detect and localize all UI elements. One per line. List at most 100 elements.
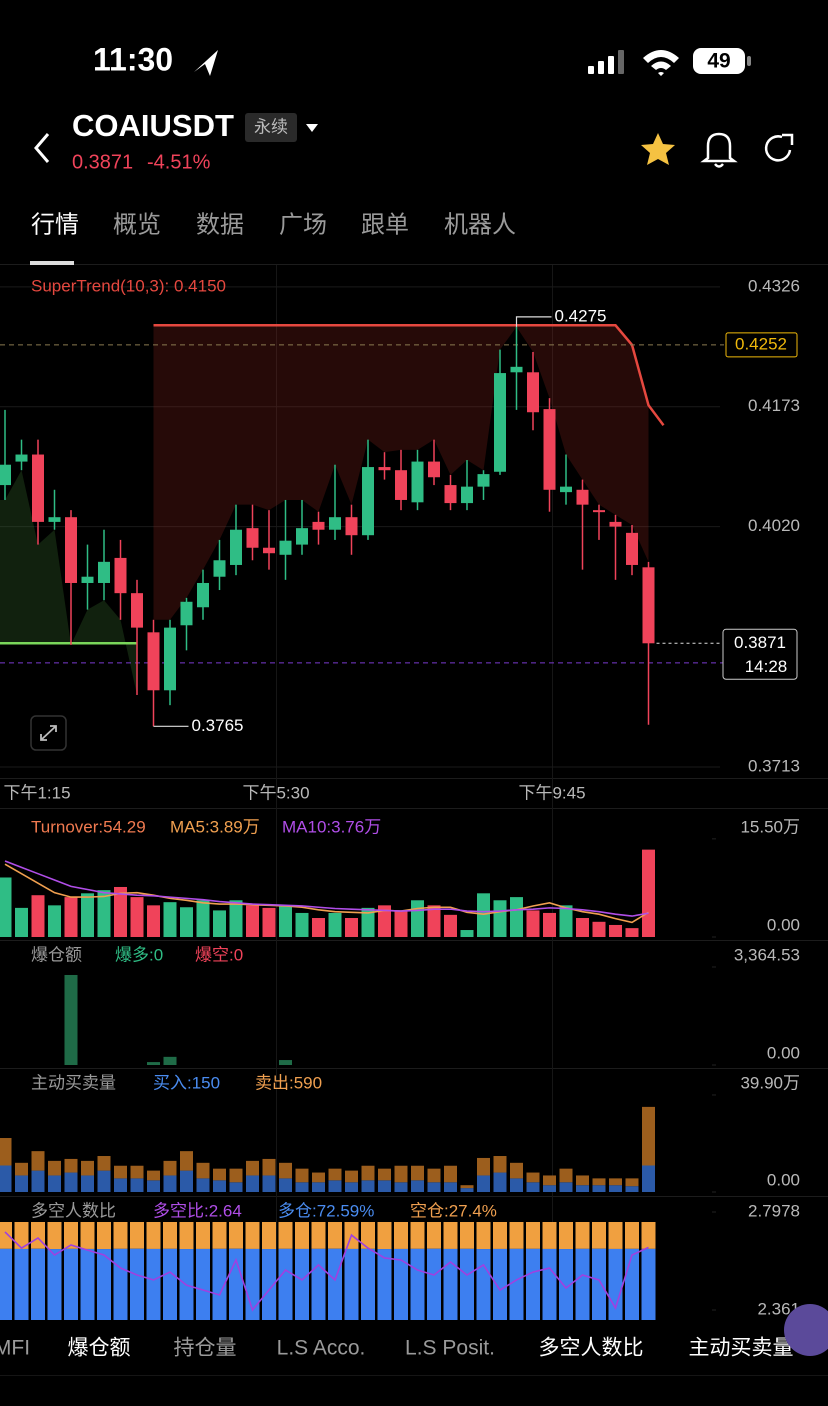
long-bar [592, 1248, 606, 1320]
badge: 永续 [254, 117, 288, 136]
indicator-tab[interactable]: MFI [0, 1337, 30, 1360]
tab[interactable]: 广场 [279, 211, 327, 238]
bar [576, 918, 589, 937]
candle-body [296, 528, 308, 545]
long-bar [344, 1248, 359, 1320]
last-price-box [722, 628, 798, 680]
indicator-tab[interactable]: 主动买卖量 [689, 1337, 794, 1360]
tab-underline [30, 261, 74, 265]
indicator-tab[interactable]: L.S Posit. [405, 1337, 495, 1360]
last-price-label: 0.3871 [734, 633, 786, 652]
candle-body [527, 372, 539, 413]
stacked-bar [180, 1170, 193, 1192]
long-bar [641, 1248, 656, 1320]
share-icon[interactable] [764, 135, 792, 162]
stacked-bar [526, 1182, 540, 1192]
bar [444, 914, 457, 937]
x-tick-label: 下午1:15 [3, 783, 70, 802]
stacked-bar [361, 1180, 375, 1192]
candle-body [15, 454, 28, 462]
tabs-divider [0, 264, 828, 265]
extreme-marker [515, 316, 552, 327]
stacked-bar [642, 1106, 655, 1166]
favorite-star[interactable] [641, 133, 675, 165]
stacked-bar [312, 1172, 325, 1183]
stacked-bar [180, 1151, 193, 1171]
stacked-bar [312, 1182, 325, 1192]
long-bar [47, 1249, 62, 1320]
legend-entry: 空仓:27.4% [410, 1201, 497, 1220]
stacked-bar [510, 1178, 523, 1192]
panel-divider [0, 1196, 828, 1197]
stacked-bar [229, 1168, 243, 1183]
expand-icon [40, 725, 57, 741]
stacked-bar [15, 1162, 28, 1176]
long-bar [542, 1248, 557, 1320]
y-tick-label: 0.00 [767, 1170, 800, 1189]
chart-layers: 行情 概览 数据 广场 跟单 机器人 0.4326 0.4173 0.4020 0.3713 Sup… [0, 211, 828, 1360]
symbol-dropdown[interactable] [306, 124, 318, 132]
short-bar [361, 1222, 375, 1249]
legend-entry: 多仓:72.59% [278, 1201, 374, 1220]
tab[interactable]: 行情 [31, 211, 79, 238]
bar [97, 890, 111, 937]
legend-entry: 买入:150 [153, 1073, 220, 1092]
tab[interactable]: 跟单 [361, 211, 409, 238]
stacked-bar [477, 1175, 490, 1192]
indicator-tab[interactable]: 多空人数比 [539, 1337, 644, 1360]
bar [229, 900, 243, 937]
signal-icon [588, 50, 624, 74]
stacked-bar [196, 1162, 210, 1179]
stacked-bar [444, 1182, 457, 1192]
bar [262, 907, 276, 937]
long-bar [559, 1249, 573, 1320]
stacked-bar [279, 1178, 292, 1192]
stacked-bar [31, 1151, 45, 1171]
ma-line [4, 860, 649, 917]
candle-body [114, 557, 127, 594]
long-bar [526, 1248, 540, 1320]
stacked-bar [229, 1182, 243, 1192]
long-bar [64, 1248, 78, 1320]
expand-button[interactable] [30, 715, 67, 751]
long-bar [14, 1248, 29, 1320]
short-bar [113, 1222, 128, 1249]
tab[interactable]: 概览 [113, 211, 161, 238]
back-button[interactable] [34, 133, 50, 163]
bar [312, 918, 325, 937]
candle-body [428, 461, 440, 478]
badge-bg [245, 113, 297, 142]
candle-body [378, 467, 391, 471]
candle-body [32, 454, 44, 522]
stacked-bar [130, 1165, 144, 1179]
legend-entry: 爆空:0 [195, 945, 243, 964]
stacked-bar [246, 1160, 259, 1176]
alert-bell[interactable] [700, 132, 738, 168]
stacked-bar [625, 1186, 639, 1192]
stacked-bar [592, 1178, 606, 1186]
stacked-bar [328, 1180, 342, 1192]
supertrend-line [153, 324, 665, 426]
tab[interactable]: 机器人 [444, 211, 516, 238]
bar [196, 900, 210, 937]
stacked-bar [543, 1185, 556, 1192]
short-bar [427, 1222, 441, 1249]
panel-divider [0, 940, 828, 941]
indicator-tab[interactable]: 持仓量 [174, 1337, 237, 1360]
long-bar [625, 1248, 639, 1320]
short-bar [641, 1222, 656, 1249]
candle-body [576, 489, 589, 505]
indicator-tab[interactable]: L.S Acco. [277, 1337, 366, 1360]
indicator-tab[interactable]: 爆仓额 [68, 1337, 131, 1360]
short-bar [146, 1222, 161, 1249]
candle-body [147, 632, 160, 691]
short-bar [311, 1222, 326, 1249]
long-bar [328, 1248, 342, 1320]
tab[interactable]: 数据 [196, 211, 244, 238]
candle-body [411, 461, 424, 503]
assistant-bubble[interactable] [784, 1304, 828, 1356]
long-bar [146, 1248, 161, 1320]
stacked-bar [81, 1175, 94, 1192]
stacked-bar [262, 1175, 276, 1192]
bar [114, 886, 127, 937]
